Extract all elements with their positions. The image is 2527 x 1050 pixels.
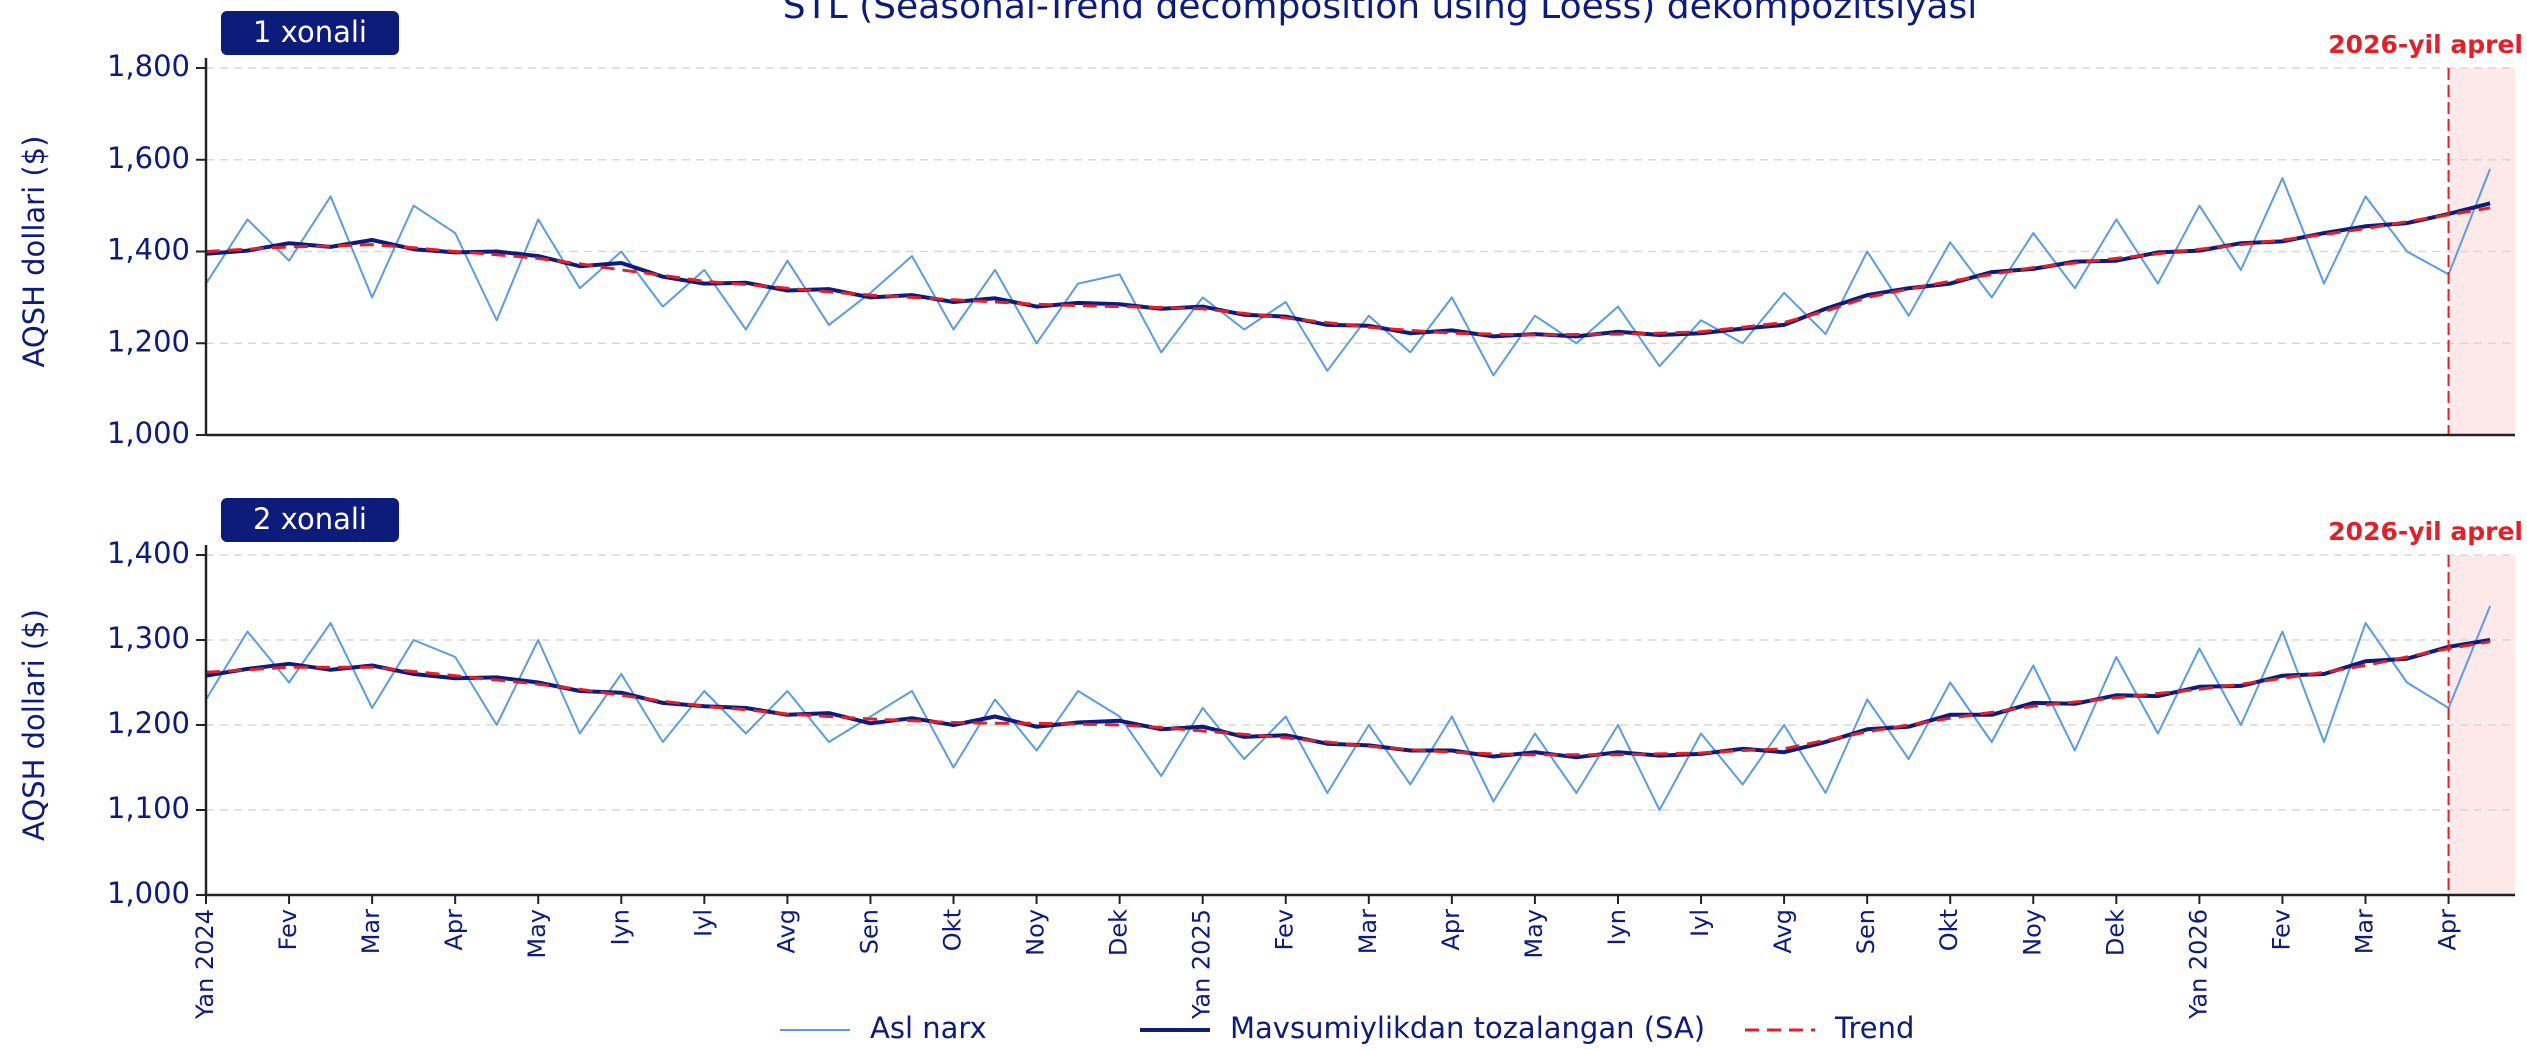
x-tick-label: Sen <box>855 909 883 954</box>
x-tick-label: Okt <box>939 909 967 951</box>
x-tick-label: Iyl <box>1686 909 1714 937</box>
series-line <box>205 638 2491 760</box>
x-tick-label: Avg <box>772 909 800 953</box>
x-tick-label: Avg <box>1769 909 1797 953</box>
x-tick-label: Fev <box>274 909 302 950</box>
legend-label: Trend <box>1834 1011 1914 1045</box>
x-tick-label: Apr <box>2434 909 2462 951</box>
series-line <box>205 168 2492 377</box>
x-tick-label: Dek <box>2101 909 2129 956</box>
x-tick-label: Iyn <box>606 909 634 946</box>
series-line <box>205 640 2491 757</box>
y-tick-label: 1,400 <box>107 233 190 267</box>
series-line <box>205 605 2492 811</box>
x-tick-label: Yan 2026 <box>2184 909 2212 1020</box>
annotation-label: 2026-yil aprel <box>2328 30 2523 59</box>
x-tick-label: Yan 2024 <box>191 909 219 1020</box>
x-tick-label: Apr <box>440 909 468 951</box>
x-tick-label: Fev <box>1271 909 1299 950</box>
series-line <box>205 201 2491 339</box>
legend-label: Asl narx <box>870 1011 987 1045</box>
y-tick-label: 1,000 <box>107 416 190 450</box>
y-tick-label: 1,400 <box>107 536 190 570</box>
x-tick-label: Sen <box>1852 909 1880 954</box>
chart-title: STL (Seasonal-Trend decomposition using … <box>783 0 1977 27</box>
x-tick-label: Noy <box>2018 909 2046 956</box>
x-tick-label: May <box>1520 909 1548 959</box>
panel-label-box <box>221 498 399 542</box>
x-tick-label: Apr <box>1437 909 1465 951</box>
x-tick-label: Yan 2025 <box>1188 909 1216 1020</box>
x-tick-label: Iyl <box>689 909 717 937</box>
y-tick-label: 1,000 <box>107 876 190 910</box>
y-tick-label: 1,800 <box>107 49 190 83</box>
y-axis-label: AQSH dollari ($) <box>17 609 51 841</box>
x-tick-label: Mar <box>357 909 385 954</box>
x-tick-label: Okt <box>1935 909 1963 951</box>
x-tick-label: Mar <box>2350 909 2378 954</box>
x-tick-label: Dek <box>1105 909 1133 956</box>
y-tick-label: 1,300 <box>107 621 190 655</box>
y-axis-label: AQSH dollari ($) <box>17 136 51 368</box>
series-line <box>205 206 2491 337</box>
x-tick-label: Fev <box>2267 909 2295 950</box>
x-tick-label: Mar <box>1354 909 1382 954</box>
panel-label: 2 xonali <box>253 502 367 536</box>
y-tick-label: 1,100 <box>107 791 190 825</box>
annotation-label: 2026-yil aprel <box>2328 517 2523 546</box>
x-tick-label: Noy <box>1022 909 1050 956</box>
panel-label-box <box>221 11 399 55</box>
legend-label: Mavsumiylikdan tozalangan (SA) <box>1230 1011 1705 1045</box>
panel-label: 1 xonali <box>253 15 367 49</box>
y-tick-label: 1,600 <box>107 141 190 175</box>
y-tick-label: 1,200 <box>107 324 190 358</box>
y-tick-label: 1,200 <box>107 706 190 740</box>
x-tick-label: May <box>523 909 551 959</box>
x-tick-label: Iyn <box>1603 909 1631 946</box>
